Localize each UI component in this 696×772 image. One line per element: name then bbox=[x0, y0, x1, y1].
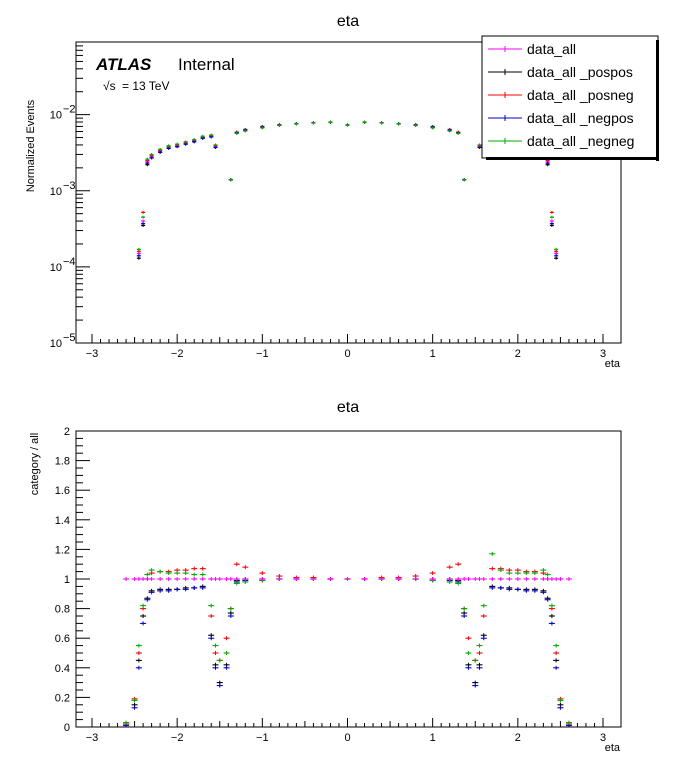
bottom-y-tick-label: 1.2 bbox=[55, 544, 70, 556]
top-x-tick-label: 0 bbox=[344, 348, 350, 360]
bottom-x-tick-label: −1 bbox=[256, 732, 269, 744]
top-y-tick-base: 10 bbox=[50, 262, 62, 274]
atlas-label: ATLAS bbox=[95, 55, 152, 74]
energy-label: = 13 TeV bbox=[122, 79, 169, 93]
top-x-tick-label: −1 bbox=[256, 348, 269, 360]
bottom-x-tick-label: 3 bbox=[600, 732, 606, 744]
top-y-axis-label: Normalized Events bbox=[25, 99, 37, 192]
internal-label: Internal bbox=[178, 55, 235, 74]
bottom-axes: −3 −2 −1 0 1 2 3 0 0.2 0.4 0.6 0.8 1 1.2 1.4 1.6 1.8 2 bbox=[55, 426, 606, 744]
bottom-y-axis-label: category / all bbox=[29, 433, 41, 495]
top-x-tick-label: 2 bbox=[515, 348, 521, 360]
top-x-tick-label: −2 bbox=[171, 348, 184, 360]
top-x-tick-label: 1 bbox=[430, 348, 436, 360]
bottom-panel-title: eta bbox=[337, 399, 359, 416]
bottom-y-tick-label: 0.6 bbox=[55, 633, 70, 645]
top-data-points bbox=[136, 120, 559, 260]
legend-shadow-bottom bbox=[486, 157, 659, 160]
top-axes: −3 −2 −1 0 1 2 310−510−410−310−2 bbox=[50, 41, 606, 360]
legend-label: data_all _pospos bbox=[527, 64, 633, 80]
bottom-x-tick-label: 0 bbox=[344, 732, 350, 744]
bottom-y-tick-label: 0 bbox=[64, 722, 70, 734]
top-x-tick-label: −3 bbox=[86, 348, 99, 360]
top-y-tick-base: 10 bbox=[50, 186, 62, 198]
bottom-y-tick-label: 0.8 bbox=[55, 604, 70, 616]
legend-box bbox=[481, 35, 659, 159]
legend-shadow-right bbox=[656, 40, 659, 161]
bottom-y-tick-label: 0.2 bbox=[55, 692, 70, 704]
sqrt-s-symbol: √s bbox=[103, 79, 116, 93]
bottom-data-points bbox=[123, 551, 572, 728]
top-x-axis-label: eta bbox=[605, 358, 621, 370]
bottom-x-tick-label: −2 bbox=[171, 732, 184, 744]
legend-label: data_all bbox=[527, 41, 576, 57]
bottom-y-tick-label: 1.4 bbox=[55, 515, 70, 527]
top-y-tick-exponent: −5 bbox=[63, 332, 76, 344]
bottom-x-tick-label: −3 bbox=[86, 732, 99, 744]
bottom-y-tick-label: 1 bbox=[64, 574, 70, 586]
top-y-tick-base: 10 bbox=[50, 110, 62, 122]
legend-label: data_all _posneg bbox=[527, 87, 634, 103]
bottom-x-tick-label: 1 bbox=[430, 732, 436, 744]
bottom-y-tick-label: 1.8 bbox=[55, 456, 70, 468]
top-plot-frame bbox=[75, 41, 622, 344]
top-y-tick-exponent: −3 bbox=[63, 180, 76, 192]
top-y-tick-exponent: −2 bbox=[63, 104, 76, 116]
bottom-y-tick-label: 2 bbox=[64, 426, 70, 438]
top-x-tick-label: 3 bbox=[600, 348, 606, 360]
top-y-tick-base: 10 bbox=[50, 338, 62, 350]
bottom-x-tick-label: 2 bbox=[515, 732, 521, 744]
legend-label: data_all _negneg bbox=[527, 133, 634, 149]
legend: data_all data_all _pospos data_all _posneg… bbox=[481, 35, 659, 161]
legend-entries: data_all data_all _pospos data_all _posneg… bbox=[488, 41, 634, 149]
top-panel-title: eta bbox=[337, 13, 359, 30]
legend-label: data_all _negpos bbox=[527, 110, 634, 126]
bottom-x-axis-label: eta bbox=[605, 742, 621, 754]
bottom-y-tick-label: 0.4 bbox=[55, 663, 70, 675]
top-y-tick-exponent: −4 bbox=[63, 256, 76, 268]
bottom-y-tick-label: 1.6 bbox=[55, 485, 70, 497]
